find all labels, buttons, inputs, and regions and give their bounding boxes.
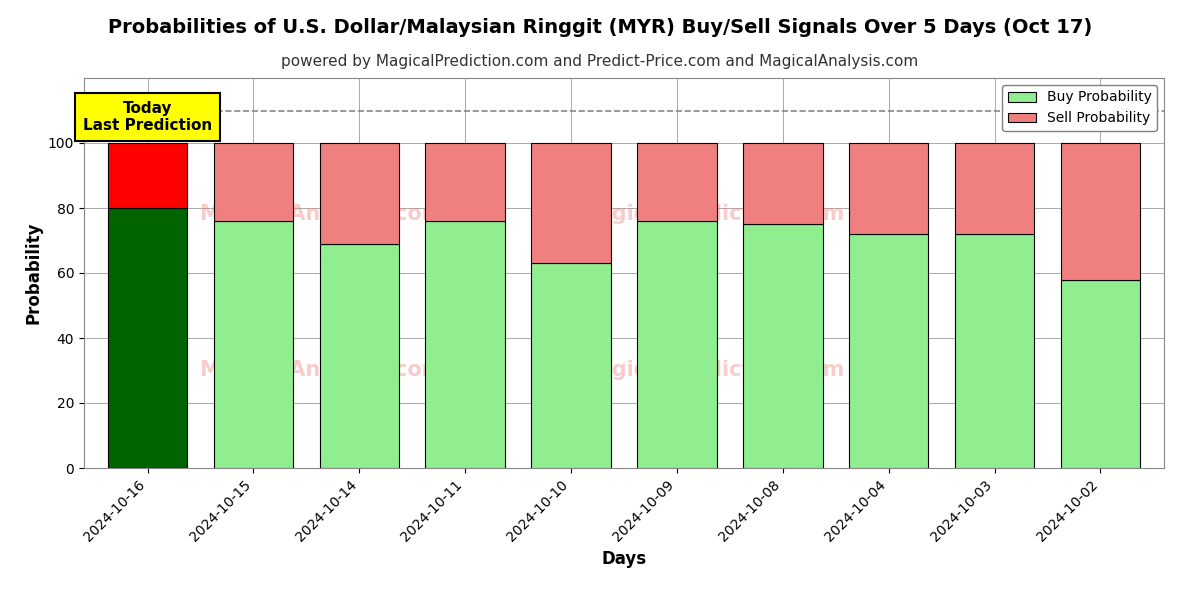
X-axis label: Days: Days <box>601 550 647 568</box>
Bar <box>319 143 400 244</box>
Bar <box>1061 280 1140 468</box>
Text: Probabilities of U.S. Dollar/Malaysian Ringgit (MYR) Buy/Sell Signals Over 5 Day: Probabilities of U.S. Dollar/Malaysian R… <box>108 18 1092 37</box>
Bar <box>637 221 716 468</box>
Y-axis label: Probability: Probability <box>24 222 42 324</box>
Bar <box>426 221 505 468</box>
Bar <box>850 143 929 234</box>
Bar <box>955 143 1034 234</box>
Bar <box>214 143 293 221</box>
Bar <box>108 208 187 468</box>
Bar <box>214 221 293 468</box>
Bar <box>426 143 505 221</box>
Bar <box>743 224 822 468</box>
Bar <box>319 244 400 468</box>
Legend: Buy Probability, Sell Probability: Buy Probability, Sell Probability <box>1002 85 1157 131</box>
Bar <box>1061 143 1140 280</box>
Text: MagicalPrediction.com: MagicalPrediction.com <box>577 361 844 380</box>
Bar <box>955 234 1034 468</box>
Bar <box>850 234 929 468</box>
Text: MagicalPrediction.com: MagicalPrediction.com <box>577 205 844 224</box>
Text: MagicalAnalysis.com: MagicalAnalysis.com <box>199 361 444 380</box>
Bar <box>532 143 611 263</box>
Text: powered by MagicalPrediction.com and Predict-Price.com and MagicalAnalysis.com: powered by MagicalPrediction.com and Pre… <box>281 54 919 69</box>
Bar <box>743 143 822 224</box>
Bar <box>108 143 187 208</box>
Bar <box>637 143 716 221</box>
Text: Today
Last Prediction: Today Last Prediction <box>83 101 212 133</box>
Bar <box>532 263 611 468</box>
Text: MagicalAnalysis.com: MagicalAnalysis.com <box>199 205 444 224</box>
